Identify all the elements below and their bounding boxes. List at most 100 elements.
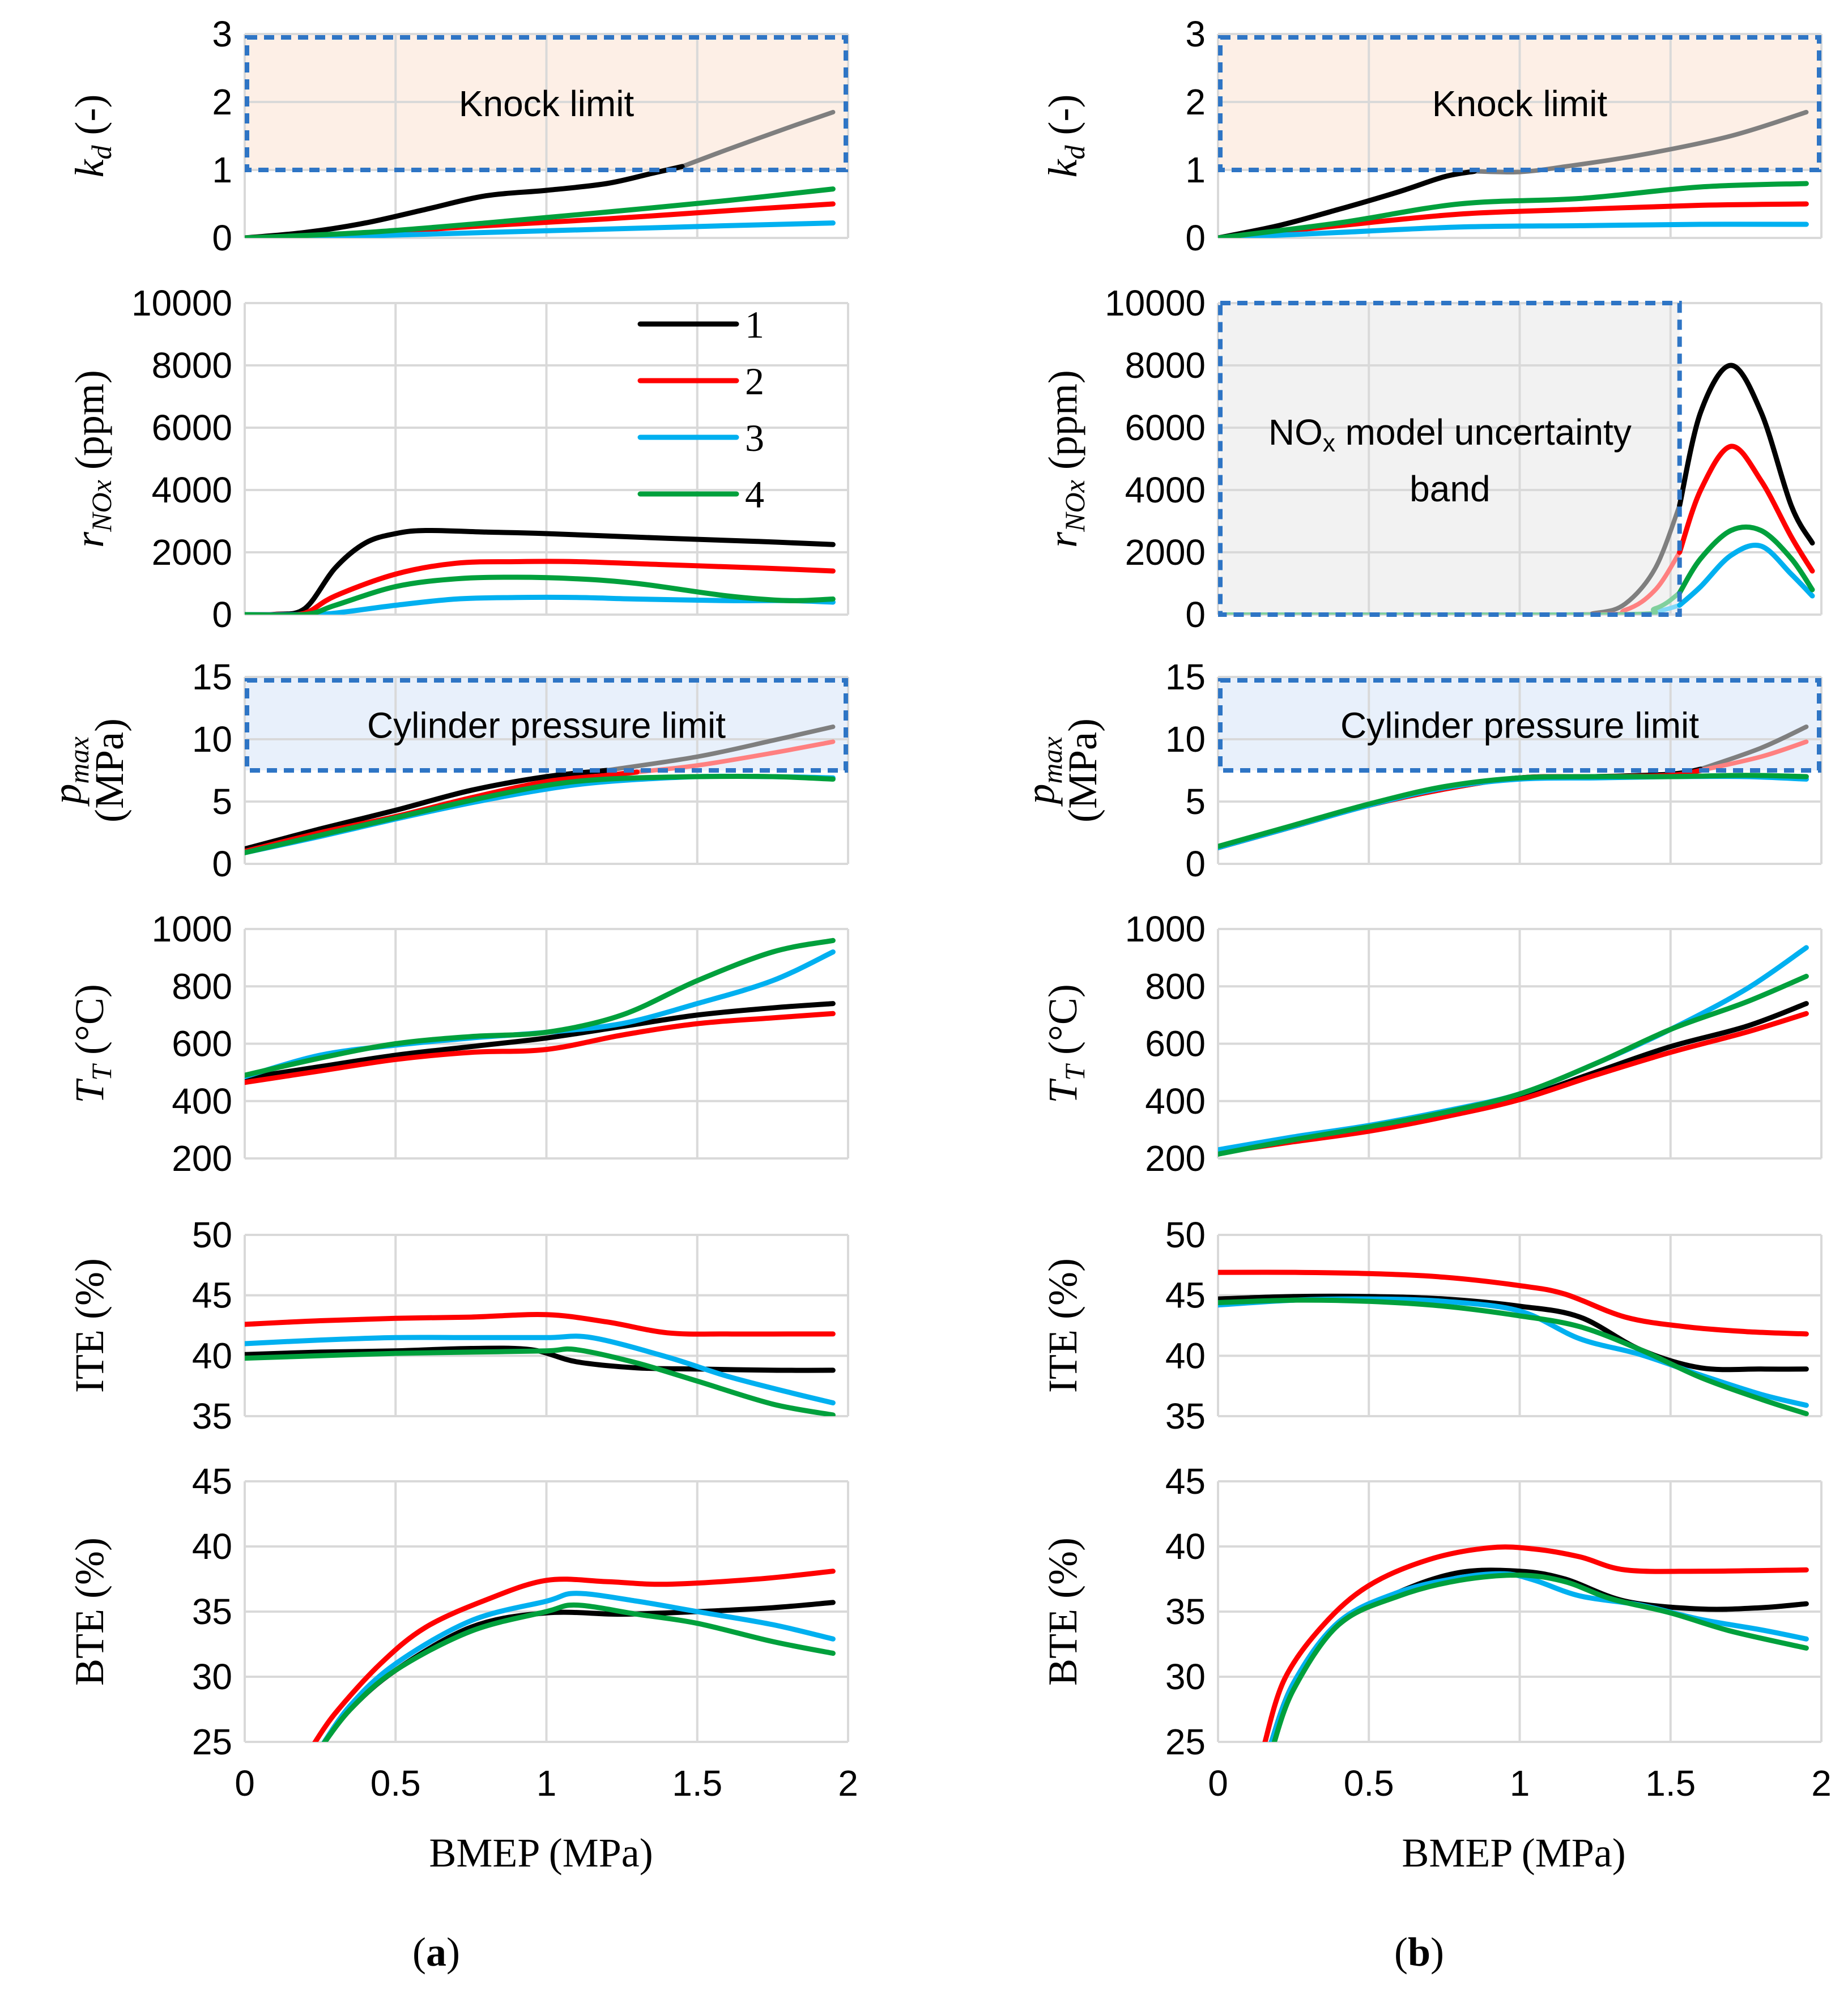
y-tick-label: 10: [1165, 719, 1206, 760]
subplot-a-nox: 0 2000 4000 6000 8000 10000 rNOx (ppm) 1 2 3 4: [67, 283, 849, 635]
y-tick-label: 10000: [1105, 283, 1206, 323]
subplot-b-tt: 200 400 600 800 1000 TT (°C): [1040, 909, 1823, 1179]
subplot-b-pmax: 0 5 10 15 pmax(MPa) Cylinder pressure limit: [1017, 657, 1823, 884]
series-1-extrapolated-line: [604, 725, 836, 773]
y-tick-label: 25: [1165, 1721, 1206, 1762]
subplot-a-tt: 200 400 600 800 1000 TT (°C): [67, 909, 849, 1179]
series-1-line: [245, 768, 610, 852]
series-3-line: [245, 1333, 836, 1405]
subplot-b-nox: 0 2000 4000 6000 8000 10000 rNOx (ppm) NOx mode…: [1040, 283, 1823, 635]
knock-limit-label: Knock limit: [459, 83, 635, 124]
series-1-line: [245, 1001, 836, 1081]
series-2-line: [1262, 1544, 1809, 1742]
series-2-line: [1218, 1269, 1809, 1337]
series-4-line: [245, 186, 836, 238]
series-1-extrapolated-line: [1472, 110, 1809, 175]
y-tick-label: 30: [1165, 1656, 1206, 1697]
x-tick-label: 1: [536, 1763, 557, 1804]
x-tick-label: 0.5: [371, 1763, 421, 1804]
uncertainty-band-fill: [1220, 303, 1680, 615]
subplot-b-bte: 25 30 35 40 45 0 0.5 1 1.5 2 BTE (%): [1040, 1461, 1832, 1804]
series-4-line: [1677, 524, 1815, 595]
series-group: [1218, 945, 1809, 1157]
y-tick-label: 1000: [152, 909, 232, 949]
series-4-line: [1218, 181, 1809, 238]
y-tick-label: 3: [212, 14, 232, 54]
subplot-a-ite: 35 40 45 50 ITE (%): [67, 1215, 849, 1437]
y-tick-label: 35: [192, 1591, 232, 1632]
y-axis-label-units: (MPa): [1060, 718, 1105, 823]
y-tick-label: 15: [192, 657, 232, 697]
legend-label-2: 2: [745, 360, 764, 403]
subplot-b-kd: 0 1 2 3 kd (-) Knock limit: [1040, 14, 1823, 258]
y-tick-label: 50: [192, 1215, 232, 1255]
x-axis-label-b: BMEP (MPa): [1402, 1830, 1625, 1876]
x-tick-label: 0: [235, 1763, 255, 1804]
y-tick-label: 30: [192, 1656, 232, 1697]
y-axis-label: TT (°C): [1040, 984, 1091, 1103]
y-axis-label: BTE (%): [1040, 1537, 1085, 1686]
y-tick-label: 40: [192, 1335, 232, 1376]
series-1-line: [1218, 168, 1477, 238]
series-4-line: [1271, 1573, 1809, 1742]
uncertainty-band-border: [1218, 301, 1682, 617]
series-1-extrapolated-line: [680, 110, 836, 169]
y-tick-label: 35: [192, 1396, 232, 1437]
y-tick-label: 5: [1185, 781, 1206, 822]
y-tick-label: 35: [1165, 1591, 1206, 1632]
y-axis-label: pmax: [1017, 736, 1068, 807]
y-tick-label: 0: [1185, 843, 1206, 884]
limit-band-border: [1218, 35, 1821, 172]
series-4-line: [321, 1602, 836, 1742]
y-tick-label: 0: [212, 218, 232, 258]
y-tick-label: 6000: [1125, 407, 1206, 448]
series-1-line: [245, 164, 685, 238]
series-group: [245, 527, 836, 615]
series-group: [1262, 1544, 1809, 1742]
subplot-a-kd: 0 1 2 3 kd (-) Knock limit: [67, 14, 849, 258]
y-tick-label: 45: [1165, 1461, 1206, 1502]
legend-label-1: 1: [745, 303, 764, 346]
y-tick-label: 45: [192, 1461, 232, 1502]
y-tick-label: 2: [1185, 82, 1206, 122]
series-4-line: [1218, 1297, 1809, 1416]
y-tick-label: 0: [1185, 218, 1206, 258]
series-2-line: [1677, 444, 1815, 574]
series-group: [312, 1569, 836, 1742]
y-tick-label: 35: [1165, 1396, 1206, 1437]
y-axis-label: rNOx (ppm): [1040, 370, 1091, 548]
series-4-line: [245, 1346, 836, 1416]
series-1-line: [1677, 363, 1815, 546]
y-tick-label: 0: [1185, 594, 1206, 635]
y-tick-label: 10: [192, 719, 232, 760]
x-tick-label: 0.5: [1344, 1763, 1394, 1804]
x-tick-label: 1: [1510, 1763, 1530, 1804]
series-1-line: [1218, 1293, 1809, 1373]
knock-limit-label: Knock limit: [1432, 83, 1608, 124]
pressure-limit-label: Cylinder pressure limit: [1340, 705, 1699, 746]
y-tick-label: 2: [212, 82, 232, 122]
series-1-line: [245, 1345, 836, 1373]
legend: 1 2 3 4: [637, 303, 764, 516]
y-tick-label: 400: [172, 1081, 232, 1122]
legend-label-3: 3: [745, 416, 764, 459]
nox-band-label-line1: NOx model uncertainty: [1268, 412, 1632, 457]
y-tick-label: 0: [212, 594, 232, 635]
x-tick-label: 1.5: [672, 1763, 722, 1804]
y-tick-label: 1: [1185, 150, 1206, 190]
series-group: [1218, 1269, 1809, 1416]
y-tick-label: 800: [172, 966, 232, 1007]
series-1-extrapolated-line: [1698, 725, 1809, 772]
nox-band-label-line2: band: [1410, 468, 1490, 509]
y-tick-label: 45: [1165, 1275, 1206, 1316]
series-3-line: [245, 594, 836, 615]
y-tick-label: 25: [192, 1721, 232, 1762]
series-4-line: [1218, 773, 1809, 849]
y-tick-label: 0: [212, 843, 232, 884]
y-axis-label-units: (MPa): [87, 718, 132, 823]
y-axis-label: TT (°C): [67, 984, 117, 1103]
legend-label-4: 4: [745, 473, 764, 516]
y-tick-label: 4000: [152, 470, 232, 510]
y-axis-label: BTE (%): [67, 1537, 112, 1686]
